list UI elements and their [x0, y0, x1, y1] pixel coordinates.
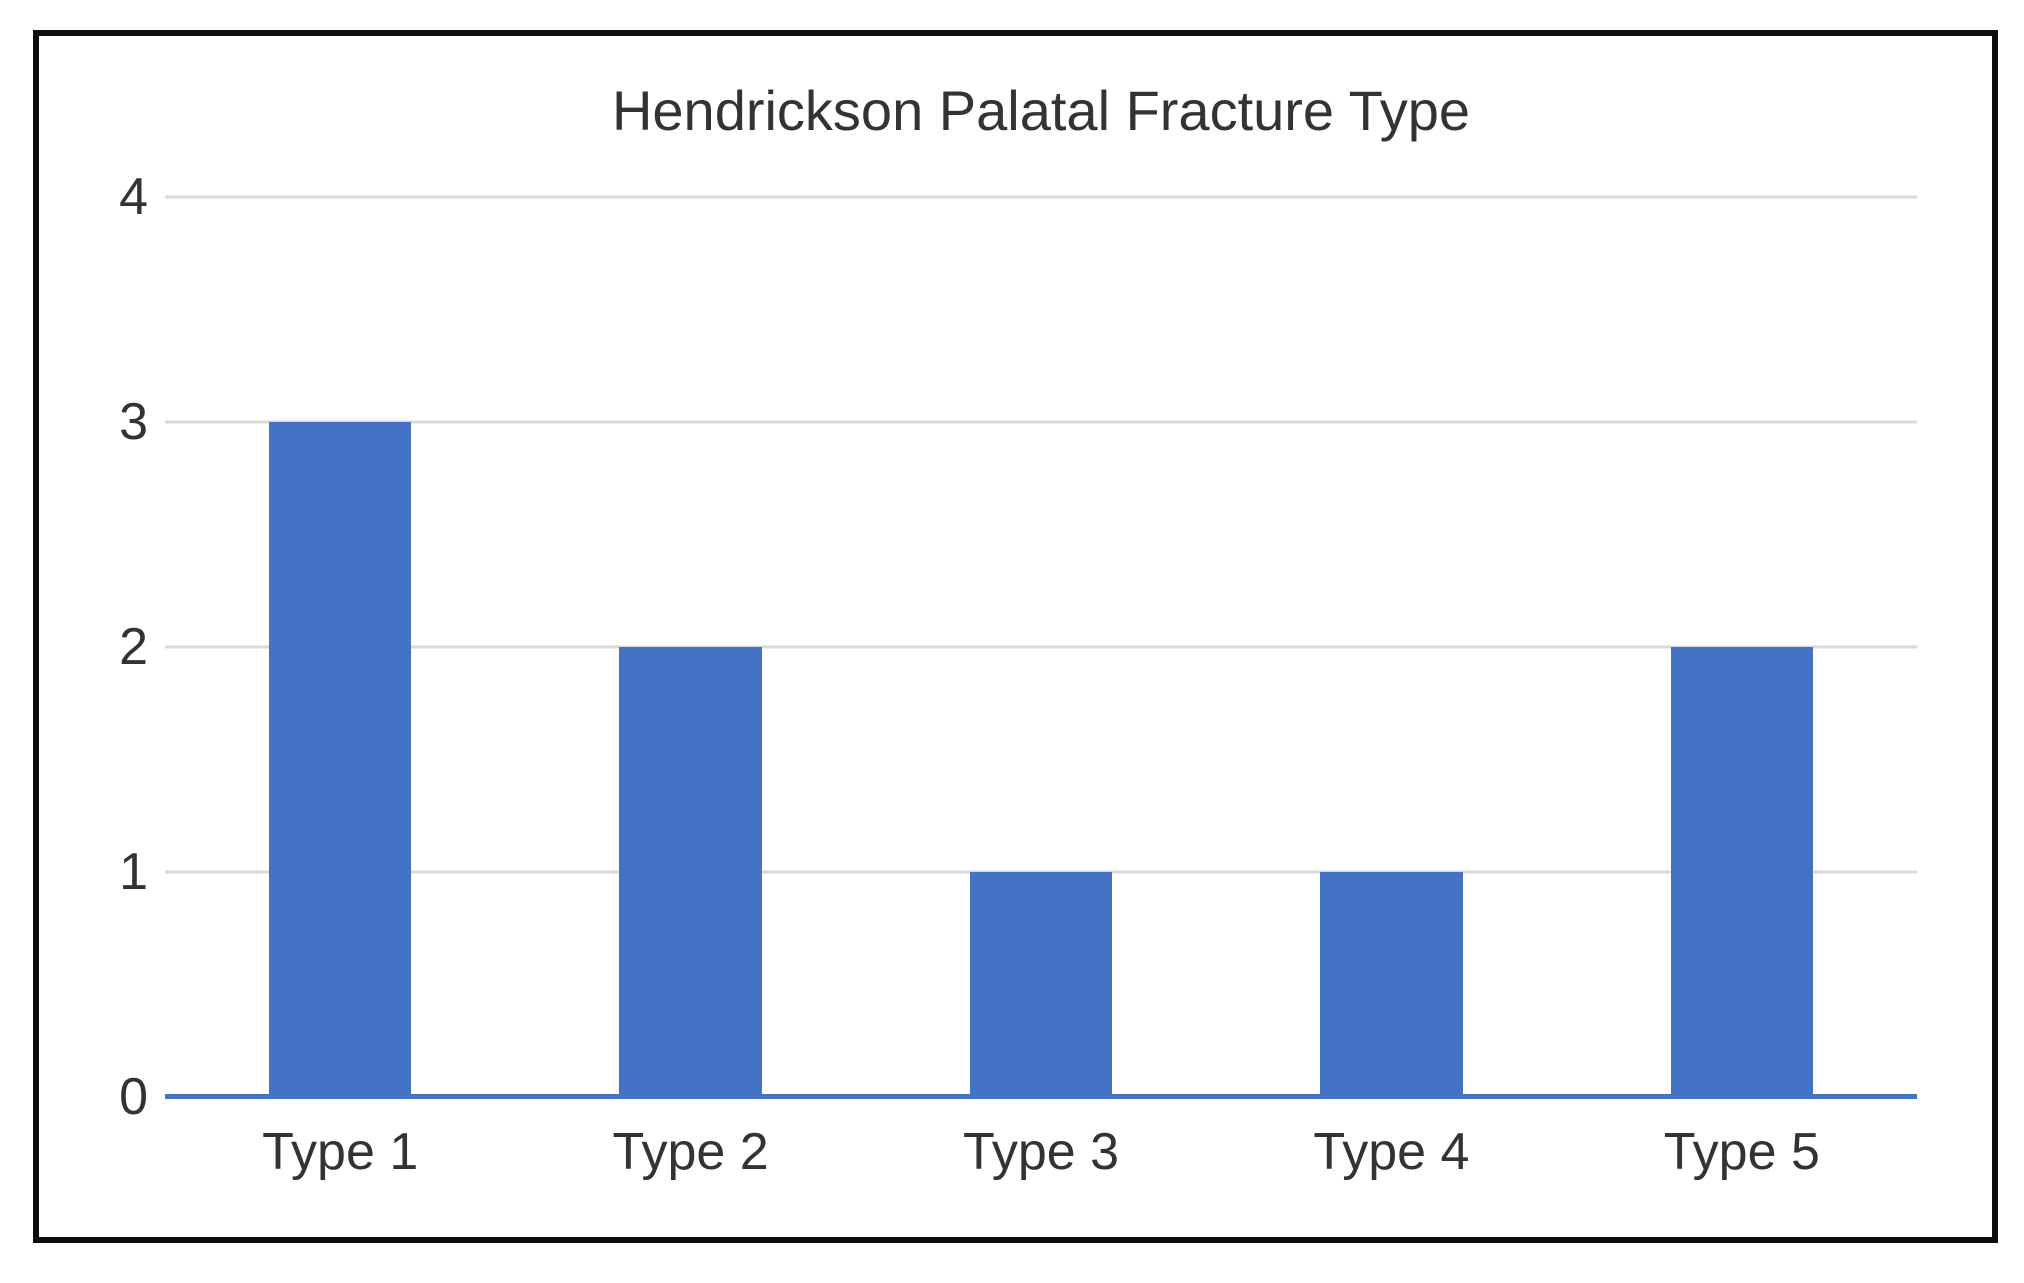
x-axis-category-labels: Type 1 Type 2 Type 3 Type 4 Type 5 — [165, 1122, 1917, 1182]
bar-series — [165, 197, 1917, 1097]
gridline — [165, 420, 1917, 424]
y-tick-label: 0 — [119, 1068, 148, 1126]
bar-slot — [1216, 197, 1566, 1097]
x-axis-label: Type 4 — [1313, 1123, 1470, 1181]
bar-slot — [165, 197, 515, 1097]
y-tick-label: 4 — [119, 168, 148, 226]
bar-slot — [1567, 197, 1917, 1097]
plot-area — [165, 195, 1917, 1099]
bar-slot — [866, 197, 1216, 1097]
x-axis-label: Type 1 — [262, 1123, 419, 1181]
x-axis-label: Type 3 — [962, 1123, 1120, 1181]
bar-slot — [515, 197, 865, 1097]
y-tick-label: 3 — [119, 393, 148, 451]
bar — [269, 422, 412, 1097]
x-axis-line — [165, 1094, 1917, 1099]
bar — [969, 872, 1113, 1097]
bar — [619, 647, 762, 1097]
gridline — [165, 645, 1917, 649]
y-tick-label: 1 — [119, 843, 148, 901]
gridline — [165, 195, 1917, 199]
bar — [1320, 872, 1463, 1097]
y-axis-tick-labels: 0 1 2 3 4 — [39, 168, 148, 1126]
bar — [1670, 647, 1813, 1097]
x-axis-label: Type 2 — [612, 1123, 769, 1181]
x-axis-label: Type 5 — [1663, 1123, 1820, 1181]
y-tick-label: 2 — [119, 618, 148, 676]
chart-title: Hendrickson Palatal Fracture Type — [611, 79, 1471, 142]
